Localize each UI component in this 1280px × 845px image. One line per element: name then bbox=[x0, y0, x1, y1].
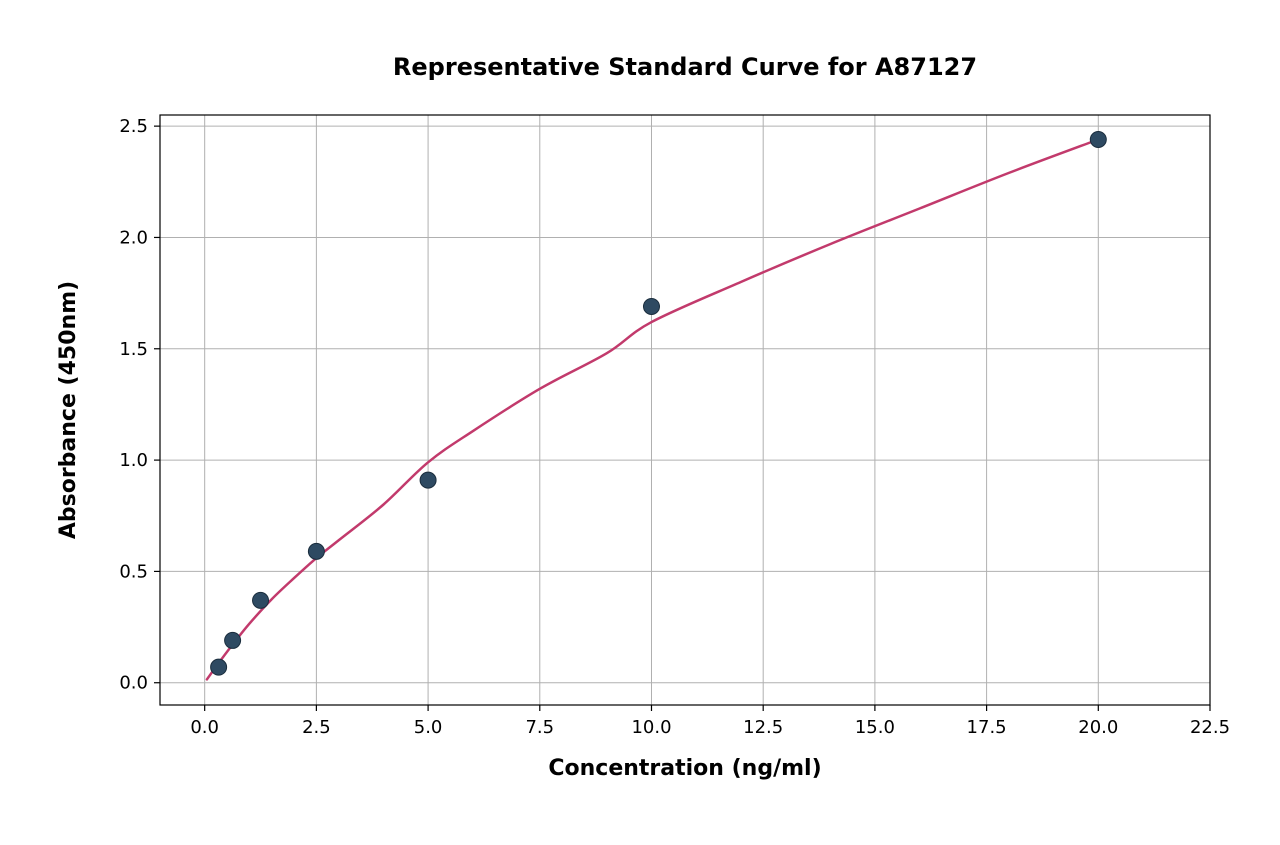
data-point bbox=[1090, 131, 1106, 147]
data-point bbox=[253, 592, 269, 608]
x-tick-label: 12.5 bbox=[743, 717, 783, 738]
x-tick-label: 20.0 bbox=[1078, 717, 1118, 738]
y-tick-label: 2.0 bbox=[119, 227, 148, 248]
data-point bbox=[420, 472, 436, 488]
standard-curve-chart: 0.0 2.5 5.0 7.5 10.0 12.5 15.0 17.5 20.0 22.5 0.0 0… bbox=[0, 0, 1280, 845]
x-tick-label: 22.5 bbox=[1190, 717, 1230, 738]
data-point bbox=[308, 543, 324, 559]
x-tick-label: 0.0 bbox=[190, 717, 219, 738]
x-tick-label: 17.5 bbox=[967, 717, 1007, 738]
x-tick-label: 2.5 bbox=[302, 717, 331, 738]
x-tick-label: 15.0 bbox=[855, 717, 895, 738]
x-tick-label: 10.0 bbox=[631, 717, 671, 738]
y-tick-label: 0.5 bbox=[119, 561, 148, 582]
data-point bbox=[643, 298, 659, 314]
x-axis-label: Concentration (ng/ml) bbox=[548, 756, 821, 781]
y-tick-label: 1.0 bbox=[119, 450, 148, 471]
chart-title: Representative Standard Curve for A87127 bbox=[393, 53, 977, 81]
chart-container: 0.0 2.5 5.0 7.5 10.0 12.5 15.0 17.5 20.0 22.5 0.0 0… bbox=[0, 0, 1280, 845]
y-tick-label: 2.5 bbox=[119, 116, 148, 137]
y-tick-label: 1.5 bbox=[119, 339, 148, 360]
x-tick-label: 5.0 bbox=[414, 717, 443, 738]
x-tick-label: 7.5 bbox=[525, 717, 554, 738]
y-axis-label: Absorbance (450nm) bbox=[56, 281, 81, 539]
data-point bbox=[211, 659, 227, 675]
y-tick-label: 0.0 bbox=[119, 673, 148, 694]
data-point bbox=[225, 632, 241, 648]
